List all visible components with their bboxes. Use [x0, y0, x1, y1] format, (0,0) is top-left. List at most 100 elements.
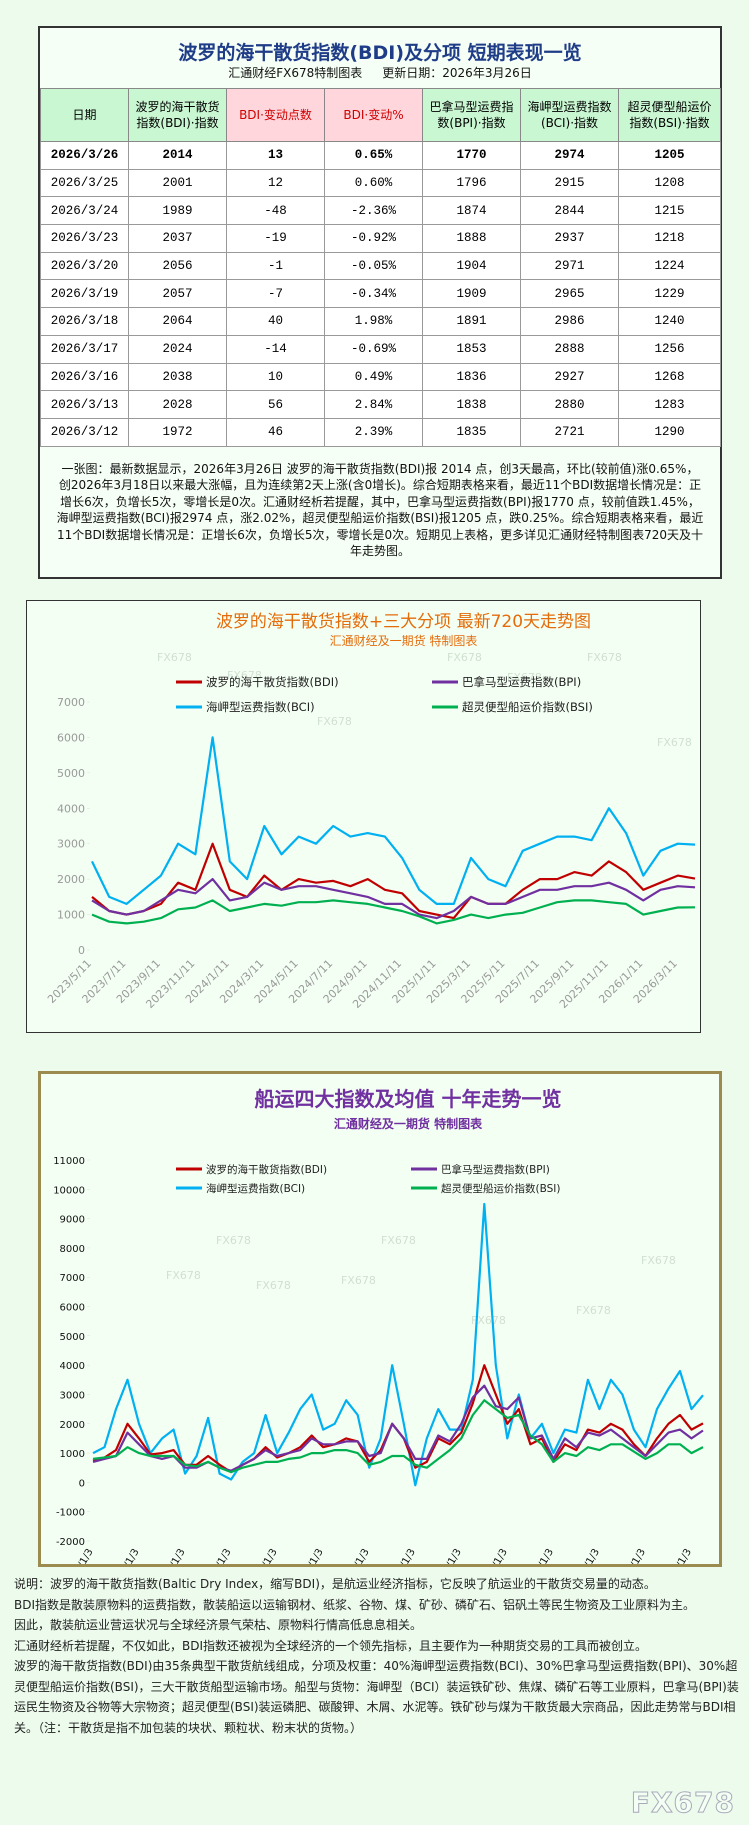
notes: 说明：波罗的海干散货指数(Baltic Dry Index，缩写BDI)，是航运…: [14, 1574, 739, 1738]
table-row: 2026/3/20 2056 -1 -0.05% 1904 2971 1224: [40, 251, 721, 281]
chart-title: 波罗的海干散货指数+三大分项 最新720天走势图: [216, 612, 591, 632]
col-header: 日期: [40, 88, 129, 142]
note-line: 汇通财经析若提醒，不仅如此，BDI指数还被视为全球经济的一个领先指标，且主要作为…: [14, 1638, 648, 1653]
watermark: FX678: [471, 1314, 506, 1327]
table-cell: -1: [226, 251, 325, 281]
series-line: [91, 878, 696, 920]
legend-label: 超灵便型船运价指数(BSI): [441, 1182, 560, 1195]
y-tick-label: 8000: [60, 1244, 85, 1255]
series-line: [91, 899, 696, 925]
y-tick-label: 2000: [57, 873, 85, 886]
x-tick-label: 2014/1/3: [110, 1547, 142, 1567]
table-cell: 2026/3/26: [40, 141, 129, 170]
table-cell: 1836: [422, 362, 521, 392]
y-tick-label: 2000: [60, 1420, 85, 1431]
x-tick-label: 2017/1/3: [248, 1547, 280, 1567]
table-cell: 2026/3/19: [40, 279, 129, 309]
x-tick-label: 2022/1/3: [478, 1547, 510, 1567]
watermark: FX678: [576, 1304, 611, 1317]
y-tick-label: 6000: [60, 1303, 85, 1314]
y-tick-label: -1000: [56, 1508, 85, 1519]
table-row: 2026/3/18 2064 40 1.98% 1891 2986 1240: [40, 307, 721, 336]
table-title: 波罗的海干散货指数(BDI)及分项 短期表现一览: [178, 42, 582, 64]
table-cell: 1874: [422, 196, 521, 226]
chart-title: 船运四大指数及均值 十年走势一览: [255, 1087, 562, 1111]
logo: FX678: [630, 1786, 735, 1820]
watermark: FX678: [157, 651, 192, 664]
table-cell: -0.92%: [324, 224, 423, 253]
table-cell: 2026/3/25: [40, 168, 129, 198]
table-cell: 1283: [618, 390, 721, 419]
table-row: 2026/3/25 2001 12 0.60% 1796 2915 1208: [40, 168, 721, 198]
note-line: 因此，散装航运业营运状况与全球经济景气荣枯、原物料行情高低息息相关。: [14, 1618, 423, 1632]
table-row: 2026/3/12 1972 46 2.39% 1835 2721 1290: [40, 417, 721, 447]
header-row: 日期 波罗的海干散货指数(BDI)·指数 BDI·变动点数 BDI·变动% 巴拿…: [40, 88, 721, 142]
x-tick-label: 2024/1/3: [570, 1547, 602, 1567]
series-line: [92, 1202, 704, 1487]
table-cell: 2026/3/23: [40, 224, 129, 253]
y-tick-label: 1000: [60, 1449, 85, 1460]
watermark: FX678: [447, 651, 482, 664]
table-cell: 12: [226, 168, 325, 198]
table-cell: 1796: [422, 168, 521, 198]
y-tick-label: 1000: [57, 909, 85, 922]
table-cell: -0.69%: [324, 334, 423, 364]
watermark: FX678: [381, 1234, 416, 1247]
watermark: FX678: [317, 715, 352, 728]
table-cell: 2937: [520, 224, 619, 253]
table-cell: -0.34%: [324, 279, 423, 309]
table-cell: 1268: [618, 362, 721, 392]
table-cell: 1835: [422, 417, 521, 447]
watermark: FX678: [166, 1269, 201, 1282]
y-tick-label: 6000: [57, 731, 85, 744]
table-cell: 2014: [128, 141, 227, 170]
y-tick-label: 5000: [57, 767, 85, 780]
y-tick-label: -2000: [56, 1537, 85, 1548]
series-line: [92, 1384, 704, 1472]
table-cell: 1.98%: [324, 307, 423, 336]
note-line: BDI指数是散装原物料的运费指数，散装船运以运输钢材、纸浆、谷物、煤、矿砂、磷矿…: [14, 1597, 696, 1612]
series-line: [92, 1399, 704, 1474]
summary-table-box: 波罗的海干散货指数(BDI)及分项 短期表现一览 汇通财经FX678特制图表 更新…: [38, 26, 722, 579]
table-cell: 2038: [128, 362, 227, 392]
table-subtitle: 汇通财经FX678特制图表 更新日期：2026年3月26日: [40, 64, 720, 88]
table-cell: 2927: [520, 362, 619, 392]
watermark: FX678: [227, 669, 262, 682]
table-cell: 2986: [520, 307, 619, 336]
legend-label: 海岬型运费指数(BCI): [206, 1182, 305, 1195]
table-cell: -0.05%: [324, 251, 423, 281]
table-row: 2026/3/16 2038 10 0.49% 1836 2927 1268: [40, 362, 721, 392]
y-tick-label: 4000: [60, 1361, 85, 1372]
y-tick-label: 5000: [60, 1332, 85, 1343]
table-cell: 2026/3/17: [40, 334, 129, 364]
y-tick-label: 7000: [60, 1273, 85, 1284]
table-cell: 1888: [422, 224, 521, 253]
table-cell: 1290: [618, 417, 721, 447]
y-tick-label: 4000: [57, 802, 85, 815]
col-header: 波罗的海干散货指数(BDI)·指数: [128, 88, 227, 142]
chart-subtitle: 汇通财经及一期货 特制图表: [330, 633, 478, 648]
legend-label: 海岬型运费指数(BCI): [206, 700, 315, 714]
x-tick-label: 2019/1/3: [340, 1547, 372, 1567]
table-cell: 0.60%: [324, 168, 423, 198]
table-cell: 10: [226, 362, 325, 392]
summary-text: 一张图：最新数据显示，2026年3月26日 波罗的海干散货指数(BDI)报 20…: [56, 461, 704, 559]
update-date: 更新日期：2026年3月26日: [382, 66, 532, 80]
col-header: 巴拿马型运费指数(BPI)·指数: [422, 88, 521, 142]
table-row: 2026/3/24 1989 -48 -2.36% 1874 2844 1215: [40, 196, 721, 226]
series-line: [91, 736, 696, 905]
watermark: FX678: [341, 1274, 376, 1287]
legend-label: 巴拿马型运费指数(BPI): [441, 1163, 550, 1176]
x-tick-label: 2015/1/3: [156, 1547, 188, 1567]
table-cell: 1853: [422, 334, 521, 364]
table-cell: 2028: [128, 390, 227, 419]
table-body: 2026/3/26 2014 13 0.65% 1770 2974 1205 2026/3/2…: [40, 141, 721, 447]
table-cell: 1891: [422, 307, 521, 336]
table-cell: 1972: [128, 417, 227, 447]
table-cell: 46: [226, 417, 325, 447]
table-cell: 2037: [128, 224, 227, 253]
source: 汇通财经FX678特制图表: [228, 66, 363, 80]
